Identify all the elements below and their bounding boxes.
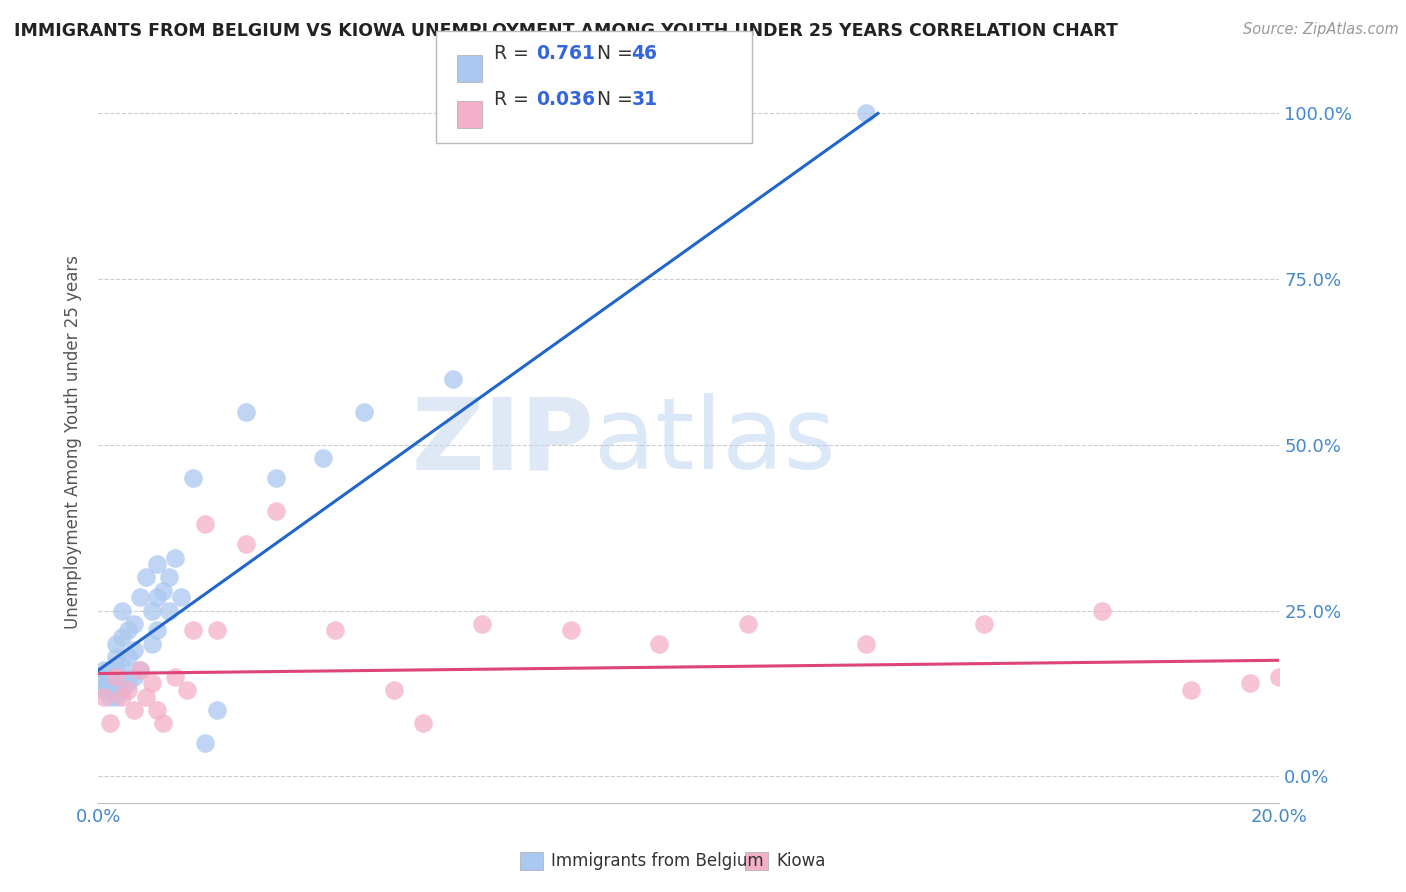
Point [146,557,169,571]
Point [105,637,128,651]
Point [117,676,139,690]
Point [117,624,139,638]
Text: IMMIGRANTS FROM BELGIUM VS KIOWA UNEMPLOYMENT AMONG YOUTH UNDER 25 YEARS CORRELA: IMMIGRANTS FROM BELGIUM VS KIOWA UNEMPLO… [14,22,1118,40]
Point [98,716,121,731]
Point [181,471,204,485]
Point [146,624,169,638]
Point [128,663,150,677]
Point [135,570,157,584]
Point [98,690,121,704]
Point [117,683,139,698]
Point [1091,603,1114,617]
Point [98,676,121,690]
Point [235,537,257,551]
Point [93,670,115,684]
Point [111,683,134,698]
Point [165,670,187,684]
Point [105,676,128,690]
Point [441,371,464,385]
Point [105,670,128,684]
Point [146,591,169,605]
Point [105,690,128,704]
Point [235,405,257,419]
Point [176,683,198,698]
Point [312,451,335,466]
Point [117,650,139,665]
Point [93,663,115,677]
Point [98,663,121,677]
Point [146,703,169,717]
Text: ZIP: ZIP [412,393,595,490]
Point [1268,670,1291,684]
Point [111,690,134,704]
Point [471,616,494,631]
Text: 0.761: 0.761 [536,44,595,63]
Point [323,624,346,638]
Text: R =: R = [494,90,534,109]
Point [105,650,128,665]
Point [111,657,134,671]
Point [141,603,163,617]
Text: 46: 46 [631,44,657,63]
Point [122,643,145,657]
Point [93,690,115,704]
Text: R =: R = [494,44,534,63]
Point [152,716,174,731]
Point [128,663,150,677]
Point [122,703,145,717]
Point [973,616,995,631]
Point [141,676,163,690]
Text: Source: ZipAtlas.com: Source: ZipAtlas.com [1243,22,1399,37]
Text: atlas: atlas [595,393,837,490]
Point [165,550,187,565]
Point [111,603,134,617]
Point [205,624,228,638]
Point [96,670,118,684]
Point [194,736,217,750]
Point [264,471,287,485]
Point [382,683,405,698]
Point [737,616,759,631]
Text: Kiowa: Kiowa [776,852,825,870]
Point [264,504,287,518]
Point [93,683,115,698]
Point [157,603,180,617]
Point [90,676,112,690]
Point [122,616,145,631]
Point [96,683,118,698]
Point [1180,683,1202,698]
Point [412,716,434,731]
Point [648,637,671,651]
Point [560,624,582,638]
Point [141,637,163,651]
Point [135,690,157,704]
Point [855,106,877,120]
Text: 0.036: 0.036 [536,90,595,109]
Point [1239,676,1261,690]
Point [122,670,145,684]
Point [152,583,174,598]
Point [128,591,150,605]
Text: Immigrants from Belgium: Immigrants from Belgium [551,852,763,870]
Point [205,703,228,717]
Point [170,591,193,605]
Text: N =: N = [585,90,638,109]
Point [105,663,128,677]
Point [353,405,375,419]
Text: N =: N = [585,44,638,63]
Point [157,570,180,584]
Y-axis label: Unemployment Among Youth under 25 years: Unemployment Among Youth under 25 years [63,254,82,629]
Point [181,624,204,638]
Point [855,637,877,651]
Point [194,517,217,532]
Text: 31: 31 [631,90,657,109]
Point [111,630,134,644]
